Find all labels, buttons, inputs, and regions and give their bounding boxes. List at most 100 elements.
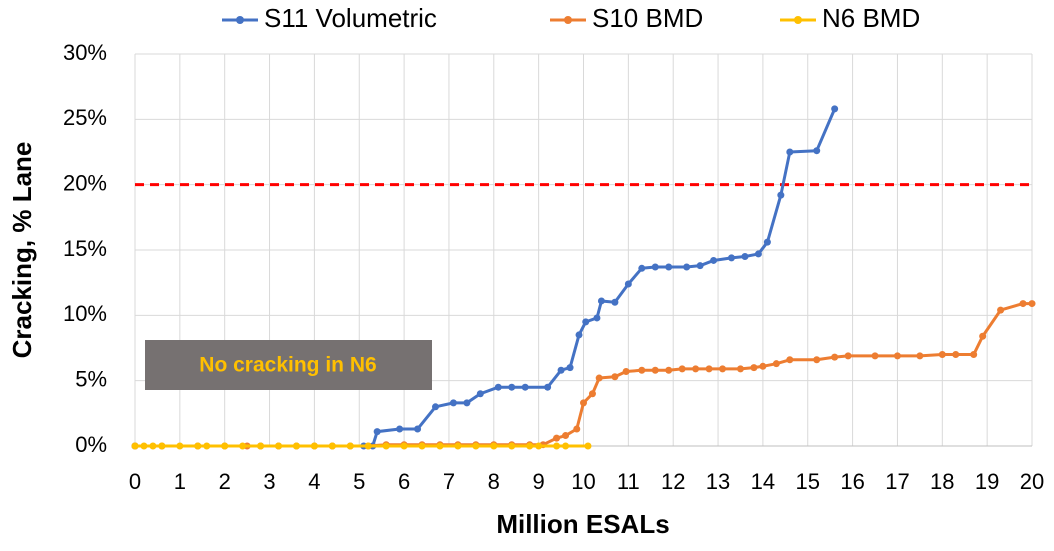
data-point	[831, 353, 839, 361]
x-tick-label: 15	[796, 469, 820, 494]
data-point	[310, 442, 318, 450]
data-point	[678, 365, 686, 373]
data-point	[705, 365, 713, 373]
legend-marker	[564, 16, 572, 24]
data-point	[292, 442, 300, 450]
data-point	[1019, 300, 1027, 308]
data-point	[651, 263, 659, 271]
legend-marker	[794, 16, 802, 24]
x-tick-label: 3	[263, 469, 275, 494]
x-tick-label: 12	[661, 469, 685, 494]
x-tick-label: 19	[975, 469, 999, 494]
data-point	[595, 374, 603, 382]
data-point	[521, 383, 529, 391]
y-tick-label: 30%	[63, 40, 107, 65]
data-point	[535, 442, 543, 450]
data-point	[490, 442, 498, 450]
data-point	[454, 442, 462, 450]
x-tick-label: 10	[571, 469, 595, 494]
y-axis-title: Cracking, % Lane	[7, 142, 37, 359]
data-point	[431, 403, 439, 411]
x-tick-label: 17	[885, 469, 909, 494]
data-point	[373, 428, 381, 436]
data-point	[582, 318, 590, 326]
data-point	[573, 425, 581, 433]
data-point	[979, 332, 987, 340]
data-point	[754, 250, 762, 258]
x-tick-label: 4	[308, 469, 320, 494]
legend-label: S10 BMD	[592, 3, 703, 33]
x-tick-label: 9	[533, 469, 545, 494]
data-point	[638, 264, 646, 272]
data-point	[611, 373, 619, 381]
data-point	[728, 254, 736, 262]
data-point	[1028, 300, 1036, 308]
x-tick-label: 8	[488, 469, 500, 494]
data-point	[597, 297, 605, 305]
y-tick-label: 10%	[63, 301, 107, 326]
x-tick-label: 1	[174, 469, 186, 494]
data-point	[696, 262, 704, 270]
x-tick-label: 18	[930, 469, 954, 494]
legend-label: S11 Volumetric	[264, 3, 437, 33]
series-line	[135, 108, 837, 448]
x-tick-label: 5	[353, 469, 365, 494]
data-point	[364, 442, 372, 450]
data-point	[346, 442, 354, 450]
data-point	[472, 442, 480, 450]
legend-marker	[236, 16, 244, 24]
data-point	[813, 147, 821, 155]
data-point	[777, 191, 785, 199]
data-point	[508, 442, 516, 450]
annotation: No cracking in N6	[199, 354, 376, 377]
data-point	[382, 442, 390, 450]
data-point	[149, 442, 157, 450]
x-tick-label: 16	[840, 469, 864, 494]
data-point	[508, 383, 516, 391]
data-point	[449, 399, 457, 407]
data-point	[328, 442, 336, 450]
y-tick-label: 20%	[63, 170, 107, 195]
annotation-box	[145, 340, 432, 390]
data-point	[871, 352, 879, 360]
data-point	[580, 399, 587, 407]
data-point	[557, 366, 565, 374]
data-point	[158, 442, 166, 450]
data-point	[176, 442, 184, 450]
data-point	[463, 399, 471, 407]
x-axis-title: Million ESALs	[496, 509, 669, 539]
data-point	[553, 434, 561, 442]
x-tick-label: 2	[219, 469, 231, 494]
x-tick-label: 14	[751, 469, 775, 494]
data-point	[575, 331, 583, 339]
data-point	[736, 365, 744, 373]
data-point	[683, 263, 691, 271]
data-point	[131, 442, 139, 450]
data-point	[719, 365, 727, 373]
data-point	[553, 442, 561, 450]
data-point	[414, 425, 422, 433]
data-point	[436, 442, 444, 450]
data-point	[741, 253, 749, 261]
data-point	[494, 383, 502, 391]
data-point	[396, 425, 404, 433]
data-point	[239, 442, 247, 450]
data-point	[275, 442, 283, 450]
data-point	[562, 442, 570, 450]
data-point	[938, 351, 946, 359]
data-point	[588, 390, 596, 398]
data-point	[665, 263, 673, 271]
data-point	[638, 366, 646, 374]
data-point	[786, 148, 794, 156]
data-point	[418, 442, 426, 450]
data-point	[763, 238, 771, 246]
data-point	[624, 280, 632, 288]
y-tick-label: 25%	[63, 105, 107, 130]
data-point	[772, 360, 780, 368]
y-tick-label: 5%	[75, 366, 107, 391]
data-point	[651, 366, 659, 374]
data-point	[665, 366, 673, 374]
data-point	[257, 442, 265, 450]
